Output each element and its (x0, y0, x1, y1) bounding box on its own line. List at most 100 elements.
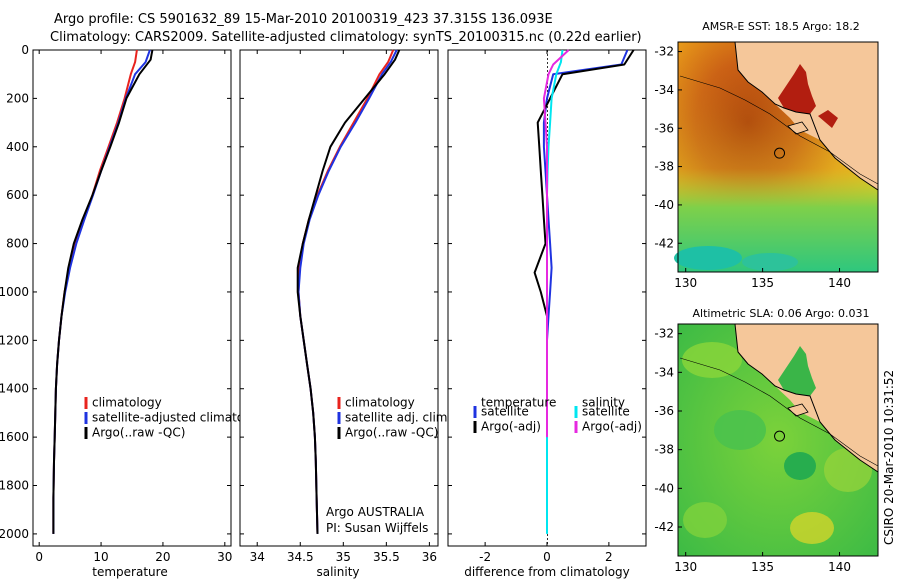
map-y-tick-label: -40 (654, 481, 674, 495)
map-y-tick-label: -32 (654, 327, 674, 341)
institution-line-2: PI: Susan Wijffels (326, 521, 428, 535)
salinity-xlabel: salinity (316, 565, 359, 579)
map-y-tick-label: -36 (654, 121, 674, 135)
institution-line-1: Argo AUSTRALIA (326, 505, 425, 519)
sst-cold-patch (674, 246, 742, 270)
legend-header-temperature: temperature (481, 396, 556, 410)
sla-map: Altimetric SLA: 0.06 Argo: 0.031 130 135 1… (654, 307, 879, 574)
legend-label-argo: Argo(..raw -QC) (92, 426, 185, 440)
difference-panel: -2 0 2 difference from climatology tempera… (447, 49, 647, 579)
y-tick-label: 800 (6, 237, 29, 251)
map-y-tick-label: -42 (654, 236, 674, 250)
salinity-ticks: 34 34.5 35 35.5 36 (240, 49, 438, 564)
argo-profile-line (52, 49, 154, 534)
legend-label-satellite: satellite adj. clim. (345, 411, 451, 425)
sla-coastline (734, 323, 879, 473)
sla-anomaly (790, 512, 834, 544)
salinity-panel: 34 34.5 35 35.5 36 salinity climatology sate… (239, 49, 451, 579)
map-y-tick-label: -40 (654, 198, 674, 212)
sla-isobath (679, 357, 879, 467)
map-y-tick-label: -36 (654, 404, 674, 418)
y-tick-label: 1400 (0, 382, 29, 396)
argo-profile-line (296, 49, 401, 534)
sla-map-frame (677, 323, 879, 557)
sla-map-ticks: 130 135 140 -32 -34 -36 -38 -40 -42 (654, 327, 851, 574)
title-line-2: Climatology: CARS2009. Satellite-adjuste… (50, 30, 642, 45)
x-tick-label: 20 (155, 550, 170, 564)
x-tick-label: 36 (422, 550, 437, 564)
salinity-legend: climatology satellite adj. clim. Argo(..… (337, 396, 451, 440)
sst-map-frame (677, 41, 879, 273)
temperature-xlabel: temperature (92, 565, 167, 579)
legend-label-climatology: climatology (345, 396, 415, 410)
sst-gulf (778, 64, 816, 114)
sla-anomaly (683, 502, 727, 538)
map-y-tick-label: -34 (654, 365, 674, 379)
map-y-tick-label: -32 (654, 45, 674, 59)
legend-label-sal-argo: Argo(-adj) (582, 420, 642, 434)
y-tick-label: 400 (6, 140, 29, 154)
x-tick-label: 35 (336, 550, 351, 564)
title-line-1: Argo profile: CS 5901632_89 15-Mar-2010 … (54, 12, 553, 27)
x-tick-label: 0 (543, 550, 551, 564)
temperature-ticks: 0 10 20 30 0 200 400 600 800 1000 1200 1400 1600 1800… (0, 43, 232, 564)
sla-gulf (778, 346, 816, 396)
y-tick-label: 1200 (0, 333, 29, 347)
sst-map-ticks: 130 135 140 -32 -34 -36 -38 -40 -42 (654, 45, 851, 290)
sst-land (735, 42, 878, 190)
difference-xlabel: difference from climatology (464, 565, 630, 579)
sla-anomaly (714, 410, 766, 450)
x-tick-label: -2 (479, 550, 491, 564)
x-tick-label: 30 (217, 550, 232, 564)
sst-isobath (679, 75, 879, 185)
difference-legend: temperature satellite Argo(-adj) salinit… (473, 396, 642, 434)
map-x-tick-label: 140 (828, 276, 851, 290)
temperature-panel: 0 10 20 30 0 200 400 600 800 1000 1200 1400 1600 1800… (0, 43, 270, 579)
legend-label-temp-satellite: satellite (481, 405, 529, 419)
temperature-axes-box (32, 49, 232, 547)
map-x-tick-label: 135 (751, 276, 774, 290)
sla-anomaly (784, 452, 816, 480)
sla-anomaly (682, 342, 742, 378)
y-tick-label: 0 (21, 43, 29, 57)
map-x-tick-label: 130 (674, 276, 697, 290)
legend-label-satellite: satellite-adjusted climatology (92, 411, 270, 425)
credit-text: CSIRO 20-Mar-2010 10:31:52 (882, 370, 896, 545)
temperature-series (52, 49, 154, 534)
argo-profile-line (542, 49, 570, 438)
x-tick-label: 10 (93, 550, 108, 564)
sla-map-title: Altimetric SLA: 0.06 Argo: 0.031 (692, 307, 869, 320)
map-y-tick-label: -38 (654, 160, 674, 174)
y-tick-label: 2000 (0, 527, 29, 541)
difference-series (533, 49, 635, 534)
sst-gulf (818, 110, 838, 128)
sst-argo-marker (774, 147, 786, 159)
salinity-axes-box (239, 49, 439, 547)
x-tick-label: 2 (605, 550, 613, 564)
map-y-tick-label: -42 (654, 520, 674, 534)
y-tick-label: 600 (6, 188, 29, 202)
legend-label-temp-argo: Argo(-adj) (481, 420, 541, 434)
x-tick-label: 35.5 (373, 550, 400, 564)
legend-label-climatology: climatology (92, 396, 162, 410)
sla-argo-marker (774, 430, 786, 442)
x-tick-label: 0 (35, 550, 43, 564)
map-x-tick-label: 135 (751, 560, 774, 574)
x-tick-label: 34.5 (287, 550, 314, 564)
salinity-series (296, 49, 401, 534)
map-y-tick-label: -38 (654, 443, 674, 457)
legend-label-sal-satellite: satellite (582, 405, 630, 419)
map-x-tick-label: 130 (674, 560, 697, 574)
difference-ticks: -2 0 2 (448, 49, 646, 564)
temperature-legend: climatology satellite-adjusted climatolo… (84, 396, 270, 440)
sst-coastline (734, 41, 879, 191)
sst-map-title: AMSR-E SST: 18.5 Argo: 18.2 (702, 20, 860, 33)
x-tick-label: 34 (250, 550, 265, 564)
y-tick-label: 1600 (0, 430, 29, 444)
map-y-tick-label: -34 (654, 83, 674, 97)
legend-header-salinity: salinity (582, 396, 625, 410)
y-tick-label: 1000 (0, 285, 29, 299)
legend-label-argo: Argo(..raw -QC) (345, 426, 438, 440)
y-tick-label: 1800 (0, 479, 29, 493)
